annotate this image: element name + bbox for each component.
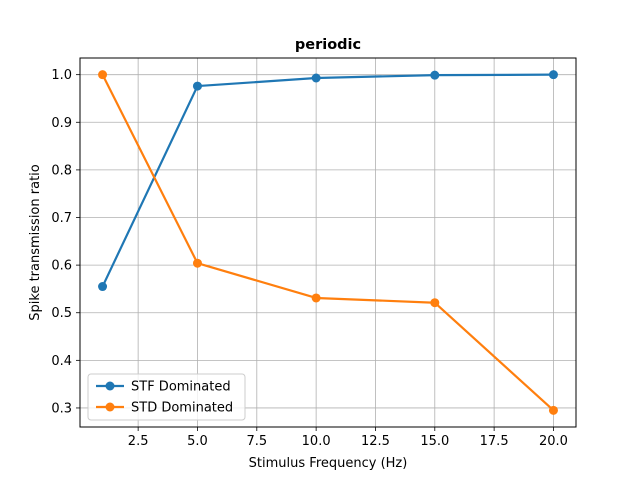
- grid: [80, 58, 576, 427]
- x-tick-label: 20.0: [539, 434, 568, 449]
- data-point: [548, 405, 558, 415]
- data-point: [192, 258, 202, 268]
- ticks: 2.5 5.0 7.5 10.0 12.5 15.0 17.5 20.0 0.3 0.4 0.5 0.…: [51, 68, 568, 449]
- x-tick-label: 10.0: [302, 434, 331, 449]
- legend-marker: [105, 402, 115, 412]
- series-2: [98, 70, 558, 415]
- x-axis-label: Stimulus Frequency (Hz): [249, 456, 408, 471]
- x-tick-label: 17.5: [480, 434, 509, 449]
- data-point: [98, 282, 108, 292]
- x-tick-label: 2.5: [128, 434, 149, 449]
- y-tick-label: 0.5: [51, 306, 72, 321]
- data-point: [98, 70, 108, 80]
- y-tick-label: 0.6: [51, 259, 72, 274]
- series-1: [98, 70, 558, 292]
- y-tick-label: 1.0: [51, 68, 72, 83]
- legend-label: STF Dominated: [131, 380, 231, 395]
- y-tick-label: 0.7: [51, 211, 72, 226]
- x-tick-label: 12.5: [361, 434, 390, 449]
- plot-frame: [79, 57, 577, 428]
- data-point: [311, 73, 321, 83]
- x-tick-label: 5.0: [187, 434, 208, 449]
- data-point: [430, 70, 440, 80]
- data-point: [548, 70, 558, 80]
- x-tick-label: 15.0: [420, 434, 449, 449]
- data-point: [192, 81, 202, 91]
- y-tick-label: 0.3: [51, 401, 72, 416]
- series-layer: [98, 70, 558, 415]
- series-line: [101, 73, 554, 288]
- data-point: [311, 293, 321, 303]
- y-tick-label: 0.8: [51, 163, 72, 178]
- y-axis-label: Spike transmission ratio: [28, 164, 43, 321]
- legend: STF Dominated STD Dominated: [87, 373, 246, 421]
- data-point: [430, 298, 440, 308]
- x-tick-label: 7.5: [246, 434, 267, 449]
- legend-box: [87, 373, 246, 421]
- legend-label: STD Dominated: [131, 401, 233, 416]
- legend-marker: [105, 381, 115, 391]
- y-tick-label: 0.9: [51, 116, 72, 131]
- y-tick-label: 0.4: [51, 354, 72, 369]
- chart-title: periodic: [295, 37, 361, 53]
